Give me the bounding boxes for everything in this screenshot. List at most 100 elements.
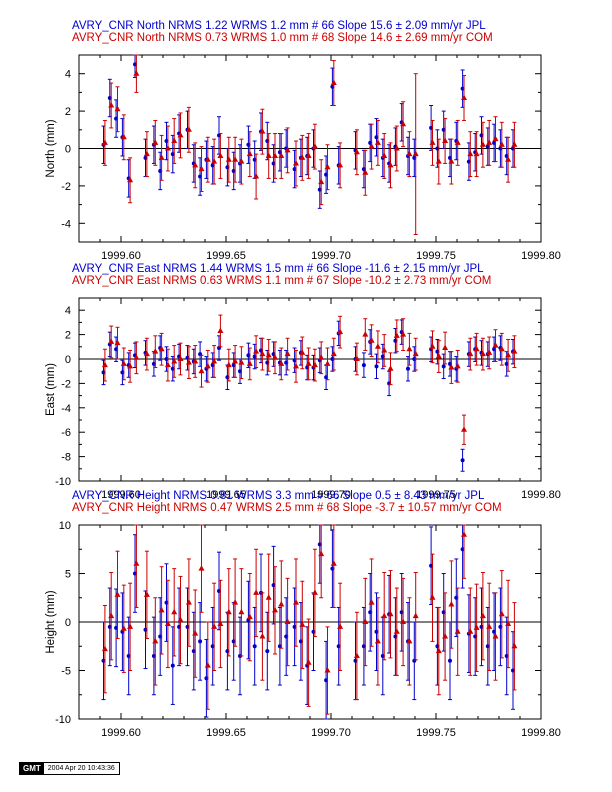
height-point-com — [381, 612, 388, 619]
north-point-com — [143, 150, 150, 157]
height-point-com — [406, 637, 413, 644]
height-point-com — [284, 618, 291, 624]
north-series-com — [101, 54, 518, 236]
east-y-tick-label: -8 — [61, 452, 71, 464]
height-point-com — [435, 647, 442, 654]
north-point-com — [253, 173, 260, 179]
east-y-tick-label: -2 — [61, 378, 71, 390]
height-point-com — [238, 608, 245, 615]
height-point-com — [204, 662, 211, 668]
height-point-com — [217, 620, 224, 626]
height-point-com — [278, 601, 285, 607]
east-point-com — [337, 328, 344, 335]
north-point-com — [429, 139, 436, 145]
east-x-tick-label: 1999.80 — [521, 489, 561, 501]
north-point-com — [133, 70, 140, 76]
height-point-com — [467, 628, 474, 634]
east-point-com — [192, 357, 199, 364]
north-series-jpl — [101, 54, 515, 209]
east-point-com — [454, 362, 461, 369]
height-point-com — [114, 591, 121, 597]
east-point-com — [318, 354, 325, 360]
height-point-com — [337, 623, 344, 629]
north-point-com — [374, 139, 381, 145]
height-series-com — [101, 524, 518, 715]
height-point-com — [412, 612, 419, 619]
north-point-com — [400, 120, 407, 127]
east-point-com — [400, 331, 407, 337]
height-x-tick-label: 1999.70 — [311, 727, 351, 739]
height-point-com — [454, 628, 461, 634]
height-panel: AVRY_CNR Height NRMS 0.81 WRMS 3.3 mm # … — [45, 490, 561, 739]
north-point-com — [259, 128, 266, 134]
height-point-com — [198, 565, 205, 571]
east-point-com — [225, 361, 232, 368]
north-header-jpl: AVRY_CNR North NRMS 1.22 WRMS 1.2 mm # 6… — [72, 20, 486, 32]
east-point-com — [152, 348, 159, 354]
height-point-com — [232, 599, 239, 605]
east-point-com — [374, 343, 381, 349]
north-point-com — [442, 137, 449, 144]
east-point-com — [143, 350, 150, 357]
east-point-com — [133, 354, 140, 360]
height-point-com — [108, 612, 115, 619]
east-point-com — [177, 355, 184, 361]
east-point-com — [238, 359, 245, 365]
east-point-jpl — [460, 458, 465, 463]
north-x-tick-label: 1999.75 — [416, 250, 456, 262]
east-point-com — [479, 350, 486, 357]
east-point-com — [381, 346, 388, 353]
north-point-com — [265, 152, 272, 158]
north-point-com — [337, 161, 344, 168]
east-point-com — [114, 339, 121, 346]
height-x-tick-label: 1999.75 — [416, 727, 456, 739]
north-point-com — [461, 94, 467, 101]
north-panel: AVRY_CNR North NRMS 1.22 WRMS 1.2 mm # 6… — [45, 20, 561, 262]
north-y-tick-label: -4 — [61, 218, 71, 230]
east-header-jpl: AVRY_CNR East NRMS 1.44 WRMS 1.5 mm # 66… — [72, 263, 484, 275]
north-y-tick-label: 4 — [65, 69, 71, 81]
height-point-com — [448, 601, 455, 607]
east-point-com — [101, 361, 108, 368]
east-point-com — [406, 345, 413, 352]
north-point-com — [272, 152, 278, 158]
east-point-com — [435, 353, 442, 359]
east-point-com — [330, 350, 337, 357]
height-point-com — [429, 594, 436, 600]
height-point-com — [299, 621, 306, 627]
east-point-com — [293, 362, 299, 369]
east-series-jpl — [101, 319, 515, 472]
height-header-com: AVRY_CNR Height NRMS 0.47 WRMS 2.5 mm # … — [72, 502, 502, 514]
height-point-com — [511, 642, 518, 649]
east-point-com — [284, 350, 291, 357]
height-point-com — [164, 620, 171, 626]
gmt-timestamp-stamp: GMT 2004 Apr 20 10:43:36 — [19, 762, 120, 775]
height-x-tick-label: 1999.65 — [206, 727, 246, 739]
height-point-com — [265, 594, 272, 600]
height-point-com — [362, 618, 369, 624]
north-point-com — [278, 152, 285, 158]
east-point-com — [429, 343, 436, 349]
north-point-com — [284, 146, 291, 153]
north-point-com — [362, 169, 369, 175]
east-point-com — [486, 349, 493, 355]
east-point-com — [324, 360, 331, 366]
height-y-tick-label: 5 — [65, 569, 71, 581]
north-point-com — [454, 139, 461, 145]
east-point-com — [461, 426, 467, 432]
east-point-jpl — [406, 366, 410, 371]
north-x-tick-label: 1999.70 — [311, 250, 351, 262]
east-header-com: AVRY_CNR East NRMS 0.63 WRMS 1.1 mm # 67… — [72, 275, 491, 287]
north-point-com — [368, 143, 375, 149]
north-x-tick-label: 1999.65 — [206, 250, 246, 262]
north-point-com — [198, 165, 205, 172]
north-point-com — [511, 141, 518, 147]
east-point-com — [120, 360, 127, 366]
height-point-com — [143, 591, 150, 597]
east-point-com — [272, 354, 278, 360]
north-point-com — [412, 150, 419, 157]
north-point-com — [232, 156, 239, 162]
north-x-tick-label: 1999.80 — [521, 250, 561, 262]
height-point-com — [171, 608, 178, 615]
